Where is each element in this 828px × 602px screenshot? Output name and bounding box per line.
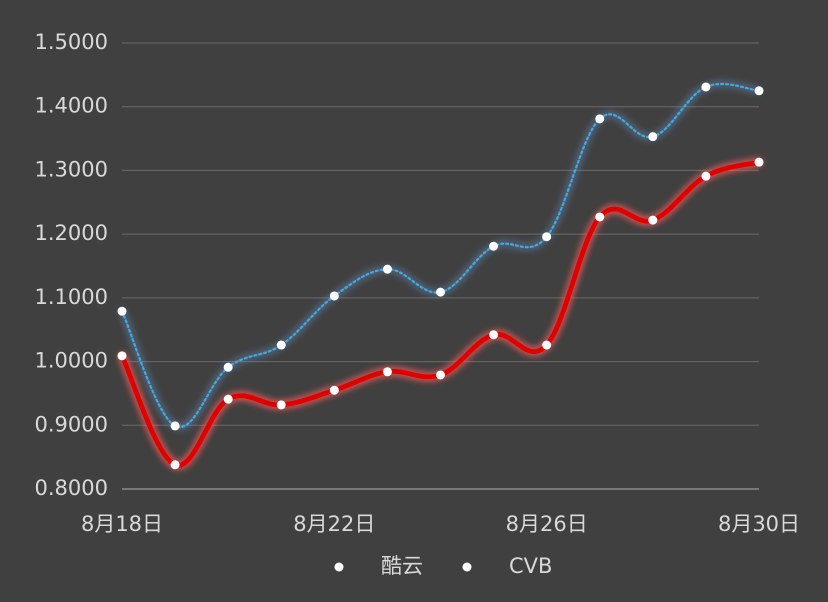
- data-point: [595, 212, 605, 222]
- y-tick-label: 0.8000: [35, 476, 108, 500]
- data-point: [436, 287, 445, 297]
- data-point: [648, 215, 658, 225]
- legend-marker: [334, 562, 344, 572]
- data-point: [436, 370, 445, 380]
- x-tick-label: 8月22日: [293, 512, 375, 536]
- data-point: [276, 400, 286, 410]
- data-point: [329, 385, 339, 395]
- y-tick-label: 0.9000: [35, 412, 108, 436]
- x-tick-label: 8月26日: [506, 512, 588, 536]
- data-point: [754, 86, 764, 96]
- data-point: [117, 351, 127, 361]
- data-point: [489, 330, 499, 340]
- y-tick-label: 1.1000: [35, 285, 108, 309]
- data-point: [701, 171, 711, 181]
- data-point: [382, 264, 392, 274]
- data-point: [754, 157, 764, 167]
- data-point: [701, 82, 711, 92]
- y-tick-label: 1.3000: [35, 157, 108, 181]
- data-point: [489, 241, 499, 251]
- data-point: [276, 340, 286, 350]
- y-tick-label: 1.5000: [35, 30, 108, 54]
- data-point: [648, 132, 658, 142]
- data-point: [223, 362, 233, 372]
- data-point: [170, 460, 180, 470]
- data-point: [595, 114, 605, 124]
- y-tick-label: 1.2000: [35, 221, 108, 245]
- x-tick-label: 8月30日: [718, 512, 800, 536]
- series-line: [119, 159, 762, 468]
- data-point: [170, 421, 180, 431]
- data-point: [382, 367, 392, 377]
- legend-label: CVB: [509, 554, 552, 578]
- data-point: [542, 232, 552, 242]
- legend-label: 酷云: [381, 554, 423, 578]
- x-tick-label: 8月18日: [81, 512, 163, 536]
- data-point: [117, 306, 127, 316]
- y-tick-label: 1.4000: [35, 94, 108, 118]
- data-point: [542, 340, 552, 350]
- data-point: [223, 394, 233, 404]
- data-point: [329, 291, 339, 301]
- y-tick-label: 1.0000: [35, 349, 108, 373]
- legend-marker: [462, 562, 472, 572]
